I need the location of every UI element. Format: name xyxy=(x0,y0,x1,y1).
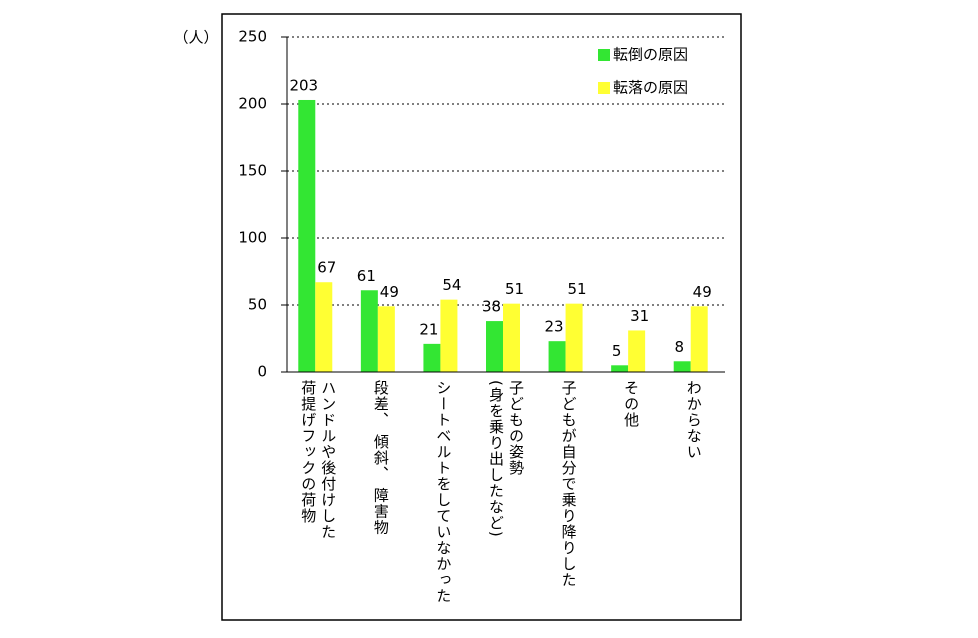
legend-swatch xyxy=(598,82,610,94)
value-label: 67 xyxy=(317,259,336,277)
unit-label: （人） xyxy=(173,29,218,47)
frame xyxy=(221,13,742,621)
bar xyxy=(377,306,395,372)
bar xyxy=(690,306,708,372)
x-tick-label: ハンドルや後付けした 荷提げフックの荷物 xyxy=(299,380,338,540)
value-label: 54 xyxy=(442,276,461,294)
bar xyxy=(440,299,458,372)
legend-label: 転倒の原因 xyxy=(613,46,688,64)
x-tick-label: 子どもが自分で乗り降りした xyxy=(559,380,578,588)
y-tick-label: 250 xyxy=(238,28,267,46)
x-tick-label: 段差、 傾斜、 障害物 xyxy=(371,380,390,536)
legend-label: 転落の原因 xyxy=(613,79,688,97)
y-tick-label: 100 xyxy=(238,229,267,247)
value-label: 23 xyxy=(545,318,564,336)
value-label: 38 xyxy=(482,298,501,316)
y-tick-label: 150 xyxy=(238,162,267,180)
x-tick-label: シートベルトをしていなかった xyxy=(434,380,453,604)
bar xyxy=(565,303,583,372)
y-tick-label: 200 xyxy=(238,95,267,113)
bar xyxy=(315,282,333,372)
value-label: 31 xyxy=(630,307,649,325)
value-label: 49 xyxy=(380,283,399,301)
value-label: 49 xyxy=(693,283,712,301)
legend-swatch xyxy=(598,49,610,61)
bar xyxy=(503,303,520,372)
value-label: 51 xyxy=(505,280,524,298)
bar xyxy=(673,361,691,372)
value-label: 5 xyxy=(612,342,622,360)
value-label: 8 xyxy=(674,338,684,356)
value-label: 51 xyxy=(568,280,587,298)
x-tick-label: その他 xyxy=(622,380,641,428)
value-label: 61 xyxy=(357,267,376,285)
bar xyxy=(628,330,646,372)
bar xyxy=(298,99,316,372)
bar xyxy=(423,343,441,372)
bar xyxy=(360,290,378,372)
x-tick-label: 子どもの姿勢 (身を乗り出したなど) xyxy=(487,380,525,538)
y-tick-label: 50 xyxy=(248,296,267,314)
y-tick-label: 0 xyxy=(257,363,267,381)
value-label: 21 xyxy=(419,320,438,338)
bar xyxy=(548,341,566,372)
bar xyxy=(486,321,503,372)
bar xyxy=(611,365,629,372)
x-tick-label: わからない xyxy=(684,380,703,460)
value-label: 203 xyxy=(289,76,318,94)
